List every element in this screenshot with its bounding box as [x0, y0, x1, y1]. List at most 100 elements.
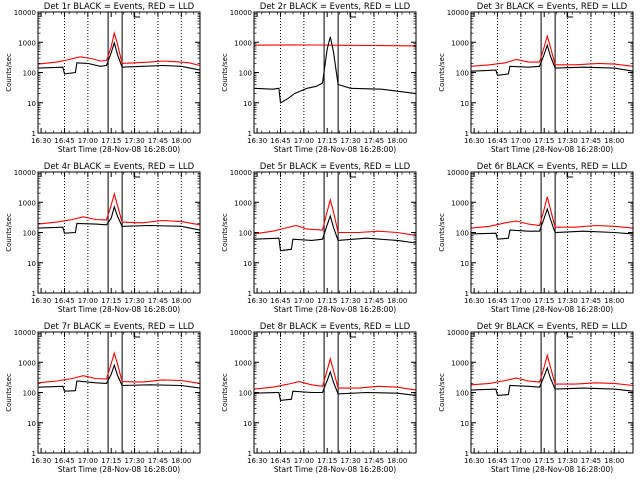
series-events	[37, 363, 201, 392]
x-axis-label: Start Time (28-Nov-08 16:28:00)	[491, 465, 613, 474]
x-tick-label: 16:30	[31, 457, 51, 465]
y-tick-label: 100	[239, 70, 252, 78]
y-tick-label: 10	[243, 420, 252, 428]
panel-title: Det 8r BLACK = Events, RED = LLD	[260, 322, 411, 332]
plot-frame	[37, 11, 201, 134]
y-tick-label: 1000	[451, 39, 469, 47]
plot-frame	[470, 331, 634, 454]
x-tick-label: 16:45	[270, 457, 290, 465]
y-tick-label: 10	[460, 100, 469, 108]
x-tick-label: 17:45	[364, 137, 384, 145]
panel-det-1: Det 1r BLACK = Events, RED = LLD 1 10 100 10…	[5, 2, 201, 154]
series-events	[470, 366, 634, 396]
x-tick-label: 17:15	[101, 457, 121, 465]
x-tick-label: 18:00	[604, 457, 624, 465]
x-tick-label: 16:45	[487, 457, 507, 465]
y-tick-label: 1000	[234, 359, 252, 367]
y-tick-label: 100	[23, 230, 36, 238]
panel-det-7: Det 7r BLACK = Events, RED = LLD 1 10 100 10…	[5, 322, 201, 474]
y-tick-label: 100	[23, 390, 36, 398]
panel-title: Det 2r BLACK = Events, RED = LLD	[260, 2, 411, 12]
y-tick-label: 1000	[234, 39, 252, 47]
x-tick-label: 17:45	[364, 457, 384, 465]
x-tick-label: 17:00	[78, 457, 98, 465]
x-tick-label: 18:00	[387, 297, 407, 305]
series-lld	[470, 353, 634, 387]
y-tick-label: 1000	[18, 359, 36, 367]
x-axis-label: Start Time (28-Nov-08 16:28:00)	[274, 305, 396, 314]
y-tick-label: 1	[32, 130, 36, 138]
x-tick-label: 16:45	[54, 297, 74, 305]
panel-title: Det 9r BLACK = Events, RED = LLD	[477, 322, 628, 332]
x-tick-label: 17:45	[364, 297, 384, 305]
x-tick-label: 18:00	[604, 297, 624, 305]
series-lld	[470, 34, 634, 67]
x-tick-label: 17:30	[124, 297, 144, 305]
y-tick-label: 10000	[14, 9, 36, 17]
x-tick-label: 17:15	[317, 137, 337, 145]
x-tick-label: 16:45	[54, 457, 74, 465]
y-tick-label: 10	[27, 100, 36, 108]
panel-det-5: Det 5r BLACK = Events, RED = LLD 1 10 100 10…	[221, 162, 417, 314]
y-tick-label: 1	[32, 450, 36, 458]
x-tick-label: 17:15	[101, 137, 121, 145]
y-tick-label: 100	[239, 390, 252, 398]
series-events	[470, 43, 634, 77]
x-tick-label: 17:00	[78, 137, 98, 145]
y-tick-label: 10	[27, 260, 36, 268]
x-tick-label: 17:00	[511, 457, 531, 465]
panel-det-3: Det 3r BLACK = Events, RED = LLD 1 10 100 10…	[438, 2, 634, 154]
y-axis-label: Counts/sec	[438, 373, 446, 412]
plot-frame	[37, 171, 201, 294]
x-tick-label: 16:45	[487, 297, 507, 305]
y-axis-label: Counts/sec	[221, 53, 229, 92]
x-tick-label: 17:00	[294, 297, 314, 305]
series-events	[253, 214, 417, 252]
series-lld	[37, 351, 201, 384]
x-tick-label: 16:30	[464, 297, 484, 305]
panel-det-4: Det 4r BLACK = Events, RED = LLD 1 10 100 10…	[5, 162, 201, 314]
x-axis-label: Start Time (28-Nov-08 16:28:00)	[58, 305, 180, 314]
x-tick-label: 17:45	[148, 137, 168, 145]
x-tick-label: 17:30	[340, 297, 360, 305]
series-events	[253, 370, 417, 402]
x-tick-label: 17:30	[124, 457, 144, 465]
x-tick-label: 17:30	[557, 137, 577, 145]
y-tick-label: 100	[456, 390, 469, 398]
x-tick-label: 16:45	[270, 297, 290, 305]
x-tick-label: 16:30	[464, 137, 484, 145]
y-axis-label: Counts/sec	[5, 213, 13, 252]
y-tick-label: 10000	[230, 329, 252, 337]
x-tick-label: 18:00	[387, 137, 407, 145]
y-tick-label: 1	[248, 290, 252, 298]
y-tick-label: 100	[239, 230, 252, 238]
y-tick-label: 10000	[447, 329, 469, 337]
x-tick-label: 16:30	[464, 457, 484, 465]
x-tick-label: 18:00	[171, 137, 191, 145]
panel-det-6: Det 6r BLACK = Events, RED = LLD 1 10 100 10…	[438, 162, 634, 314]
panel-det-8: Det 8r BLACK = Events, RED = LLD 1 10 100 10…	[221, 322, 417, 474]
y-tick-label: 10	[27, 420, 36, 428]
x-axis-label: Start Time (28-Nov-08 16:28:00)	[274, 145, 396, 154]
y-tick-label: 1	[32, 290, 36, 298]
y-tick-label: 10	[243, 260, 252, 268]
x-tick-label: 16:30	[247, 137, 267, 145]
panel-title: Det 3r BLACK = Events, RED = LLD	[477, 2, 628, 12]
x-axis-label: Start Time (28-Nov-08 16:28:00)	[491, 305, 613, 314]
x-tick-label: 17:15	[317, 457, 337, 465]
x-tick-label: 16:30	[247, 297, 267, 305]
y-tick-label: 10000	[447, 9, 469, 17]
x-tick-label: 17:30	[557, 297, 577, 305]
y-axis-label: Counts/sec	[5, 53, 13, 92]
panel-det-9: Det 9r BLACK = Events, RED = LLD 1 10 100 10…	[438, 322, 634, 474]
y-tick-label: 1000	[234, 199, 252, 207]
x-tick-label: 17:00	[294, 457, 314, 465]
series-events	[37, 205, 201, 234]
panel-title: Det 6r BLACK = Events, RED = LLD	[477, 162, 628, 172]
x-tick-label: 17:30	[340, 137, 360, 145]
panel-det-2: Det 2r BLACK = Events, RED = LLD 1 10 100 10…	[221, 2, 417, 154]
y-tick-label: 10000	[14, 329, 36, 337]
y-tick-label: 10000	[14, 169, 36, 177]
panel-title: Det 7r BLACK = Events, RED = LLD	[44, 322, 195, 332]
